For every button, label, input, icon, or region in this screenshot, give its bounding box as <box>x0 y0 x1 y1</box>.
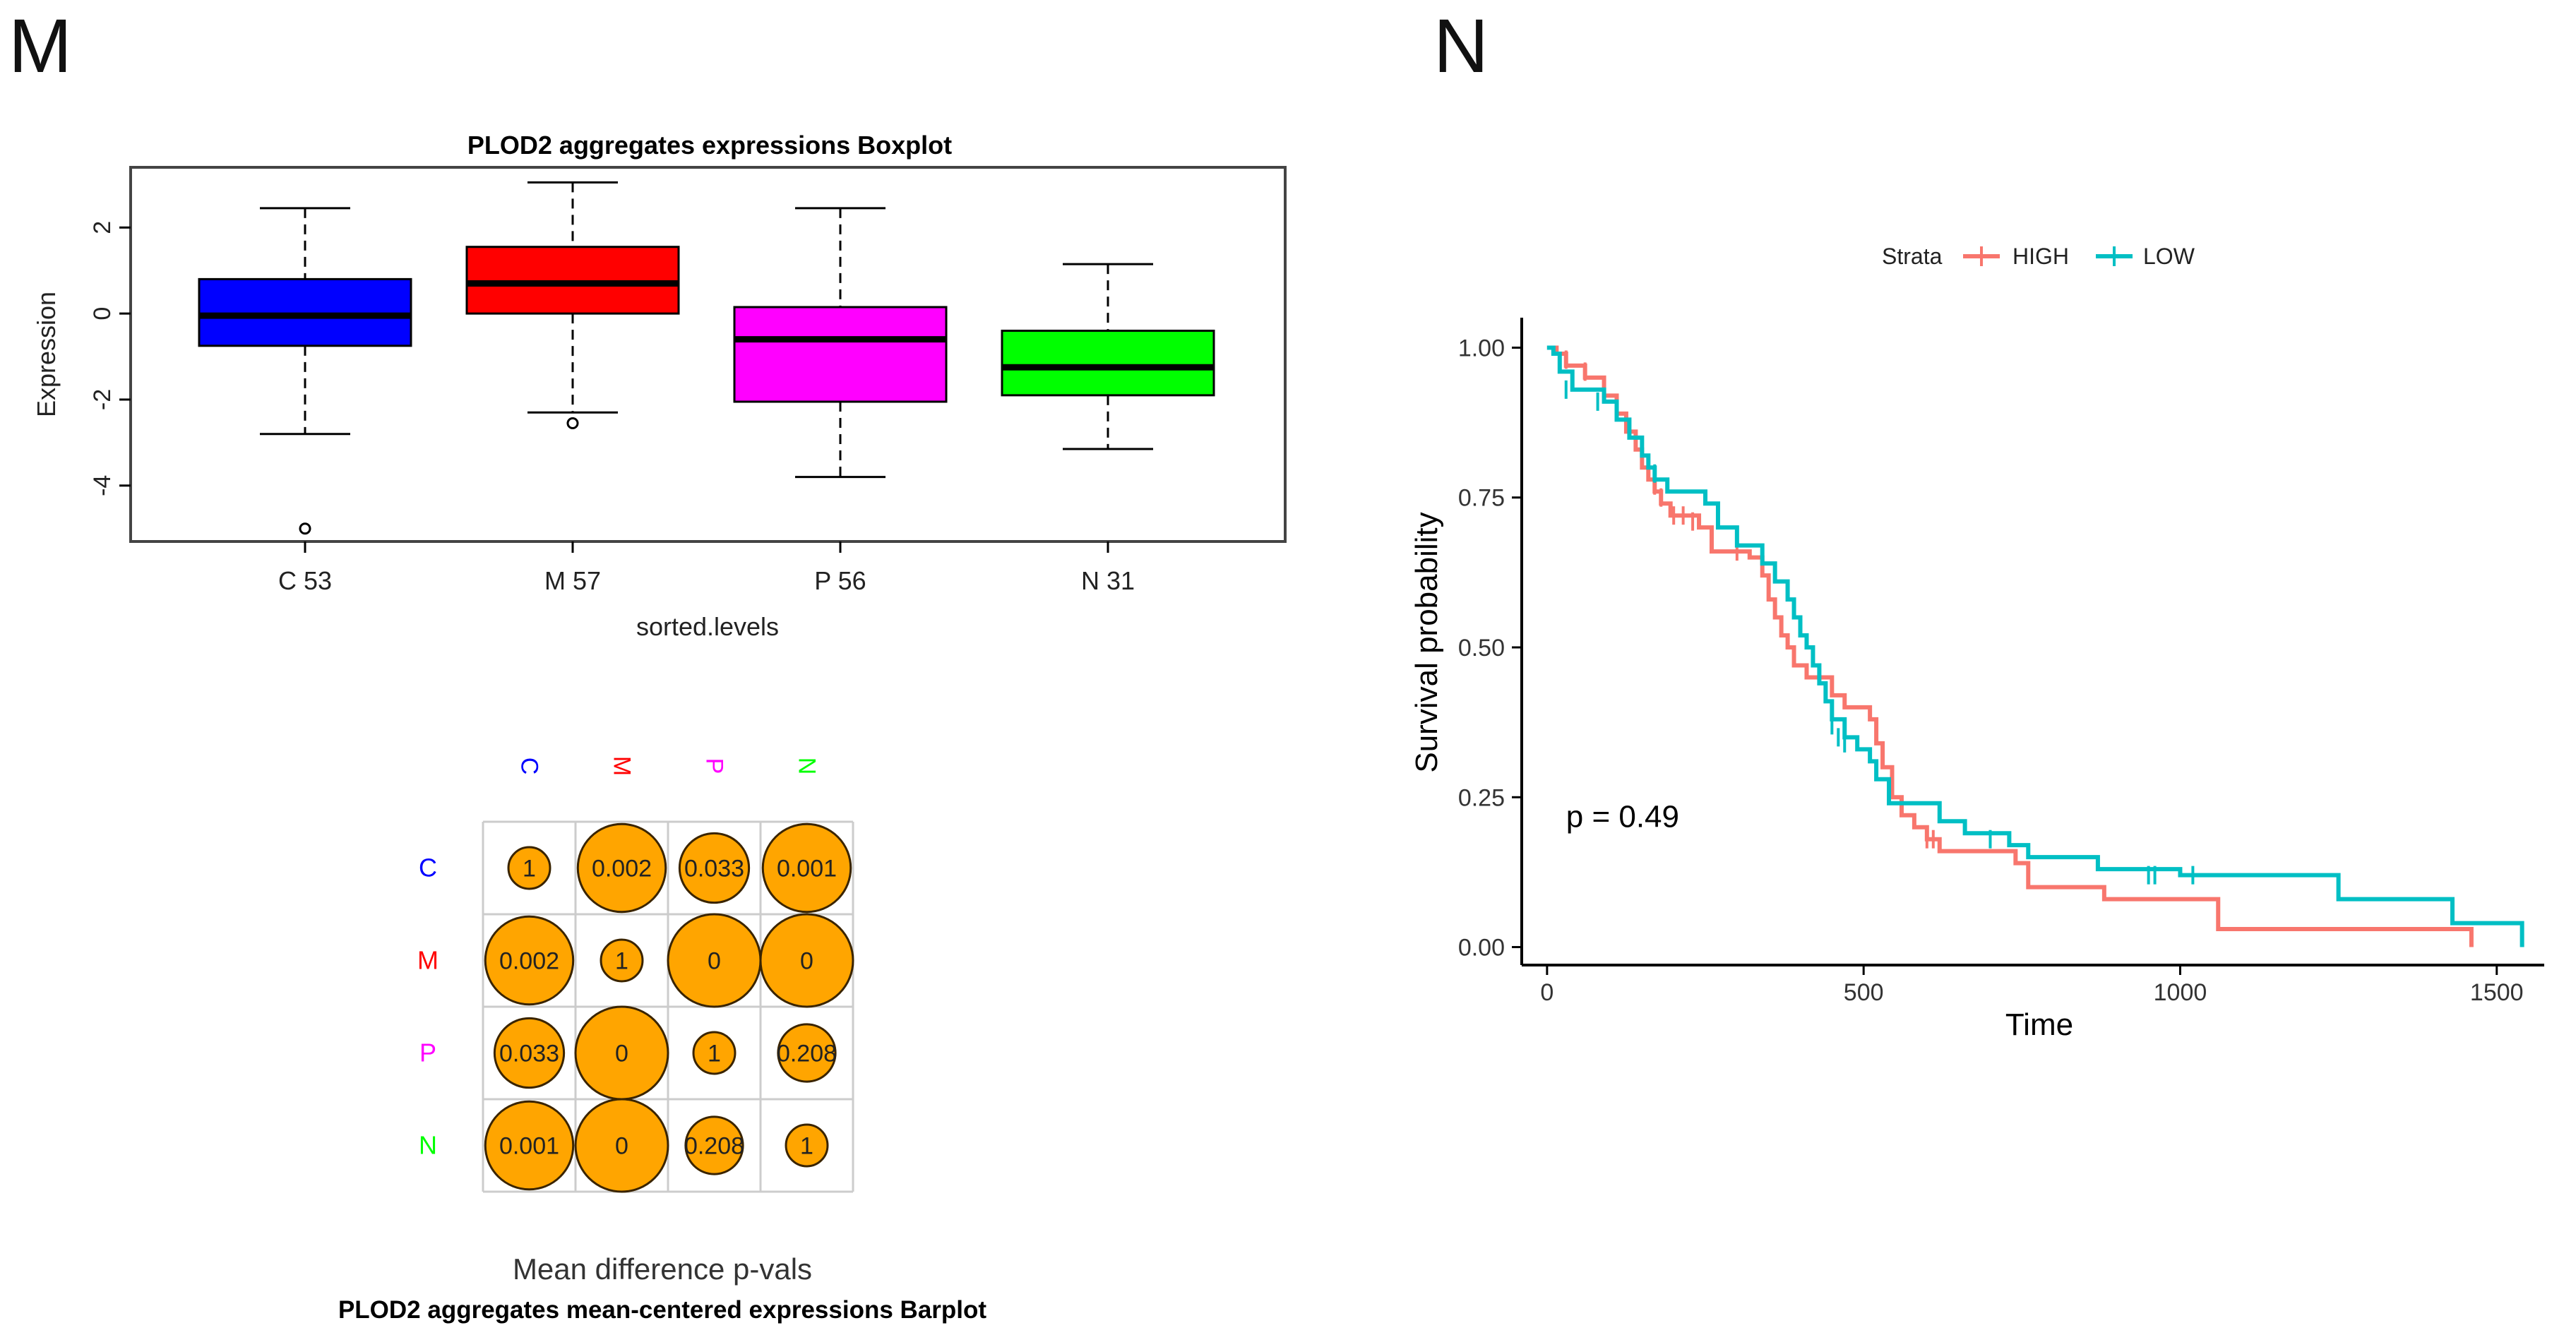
pvalue-label-p-n: 0.208 <box>777 1041 837 1067</box>
pvalue-matrix-title: PLOD2 aggregates mean-centered expressio… <box>338 1296 986 1324</box>
pvalue-label-c-n: 0.001 <box>777 856 837 882</box>
x-tick-label-c: C 53 <box>278 566 332 595</box>
outlier-point-m <box>566 417 579 429</box>
pvalue-matrix-grid <box>482 820 854 1193</box>
pvalue-circle-m-n <box>759 913 854 1008</box>
x-tick-label: 1000 <box>2154 979 2207 1006</box>
pvalue-circle-c-m <box>576 822 667 914</box>
y-tick-label: -2 <box>89 389 116 410</box>
boxplot-frame <box>129 166 1287 543</box>
survival-line-high <box>1546 345 2474 947</box>
pvalue-label-c-c: 1 <box>523 856 536 882</box>
pvalue-circle-c-p <box>678 832 751 904</box>
y-tick-label: 1.00 <box>1458 335 1505 361</box>
panel-letter-m: M <box>8 3 72 88</box>
box-n <box>1001 329 1215 397</box>
pvalue-circle-p-p <box>692 1031 737 1075</box>
pvalue-circle-c-n <box>761 822 852 914</box>
pvalue-circle-n-c <box>484 1100 575 1191</box>
legend-high-label: HIGH <box>2012 244 2069 269</box>
row-label-c: C <box>419 854 437 882</box>
y-tick-label: -4 <box>89 475 116 496</box>
pvalue-label-n-p: 0.208 <box>684 1133 744 1160</box>
pvalue-circle-n-p <box>684 1115 744 1175</box>
box-c <box>198 277 412 347</box>
pvalue-matrix-marks: 1 0.002 0.033 0.001 0.002 1 0 0 0.033 0 1 0.208 0.00… <box>484 822 854 1193</box>
survival-axes: 0.00 0.25 0.50 0.75 1.00 0 500 1000 1500 <box>1458 318 2544 1006</box>
column-label-m: M <box>609 756 636 776</box>
y-tick-label: 2 <box>89 221 116 234</box>
survival-legend: Strata HIGH LOW <box>1882 244 2195 269</box>
pvalue-label-c-m: 0.002 <box>592 856 652 882</box>
column-label-c: C <box>516 758 543 775</box>
p-value-annotation: p = 0.49 <box>1566 800 1679 834</box>
pvalue-matrix-subtitle: Mean difference p-vals <box>513 1252 812 1286</box>
legend-low-label: LOW <box>2143 244 2195 269</box>
pvalue-matrix-chart: 1 0.002 0.033 0.001 0.002 1 0 0 0.033 0 1 0.208 0.00… <box>338 756 986 1324</box>
pvalue-circle-p-n <box>777 1023 837 1083</box>
pvalue-circle-n-m <box>574 1098 669 1193</box>
x-tick-label-m: M 57 <box>544 566 601 595</box>
survival-chart: Strata HIGH LOW 0.00 0.25 0.50 0.75 1.00 0 500… <box>1409 244 2544 1042</box>
row-label-m: M <box>417 946 439 975</box>
pvalue-label-n-m: 0 <box>615 1133 628 1160</box>
x-tick-label-p: P 56 <box>814 566 866 595</box>
pvalue-matrix-labels: C C M M P P N N <box>417 756 821 1160</box>
pvalue-circle-c-c <box>507 846 551 890</box>
pvalue-label-n-n: 1 <box>800 1133 813 1160</box>
box-p <box>733 306 948 403</box>
y-tick-label: 0.50 <box>1458 635 1505 661</box>
pvalue-label-m-c: 0.002 <box>499 948 559 975</box>
y-tick-label: 0.25 <box>1458 784 1505 811</box>
pvalue-circle-p-c <box>493 1017 566 1089</box>
boxplot-xlabel: sorted.levels <box>636 612 779 641</box>
outlier-point-c <box>299 522 311 535</box>
pvalue-label-m-m: 1 <box>615 948 628 975</box>
pvalue-label-c-p: 0.033 <box>684 856 744 882</box>
row-label-n: N <box>419 1131 437 1160</box>
legend-title: Strata <box>1882 244 1943 269</box>
x-tick-label: 1500 <box>2470 979 2524 1006</box>
boxplot-marks <box>198 181 1215 535</box>
x-tick-label: 0 <box>1540 979 1554 1006</box>
row-label-p: P <box>419 1038 436 1067</box>
survival-xlabel: Time <box>2005 1007 2073 1042</box>
column-label-n: N <box>794 758 821 775</box>
survival-line-low <box>1546 345 2524 947</box>
x-tick-label: 500 <box>1844 979 1884 1006</box>
pvalue-label-p-c: 0.033 <box>499 1041 559 1067</box>
pvalue-label-p-m: 0 <box>615 1041 628 1067</box>
survival-marks <box>1546 345 2524 947</box>
boxplot-axes: C 53 M 57 P 56 N 31 2 0 -2 -4 <box>89 221 1135 595</box>
y-tick-label: 0.75 <box>1458 485 1505 512</box>
x-tick-label-n: N 31 <box>1081 566 1135 595</box>
pvalue-circle-n-n <box>785 1123 829 1168</box>
pvalue-label-m-p: 0 <box>708 948 721 975</box>
boxplot-chart: PLOD2 aggregates expressions Boxplot C 5… <box>32 131 1287 641</box>
column-label-p: P <box>701 758 728 774</box>
box-m <box>465 246 680 315</box>
pvalue-label-p-p: 1 <box>708 1041 721 1067</box>
survival-ylabel: Survival probability <box>1409 512 1444 772</box>
boxplot-ylabel: Expression <box>32 292 61 417</box>
pvalue-label-m-n: 0 <box>800 948 813 975</box>
panel-letter-n: N <box>1433 3 1489 88</box>
pvalue-label-n-c: 0.001 <box>499 1133 559 1160</box>
y-tick-label: 0.00 <box>1458 935 1505 962</box>
boxplot-title: PLOD2 aggregates expressions Boxplot <box>467 131 952 160</box>
pvalue-circle-m-m <box>600 938 644 983</box>
pvalue-circle-m-c <box>484 915 575 1006</box>
y-tick-label: 0 <box>89 307 116 321</box>
